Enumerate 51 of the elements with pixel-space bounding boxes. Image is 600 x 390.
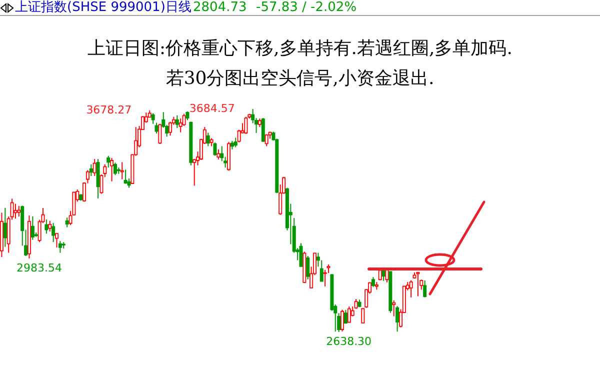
candlestick bbox=[396, 306, 400, 332]
chart-title: 上证指数(SHSE 999001)日线 bbox=[15, 0, 192, 15]
candlestick bbox=[178, 118, 182, 133]
candlestick bbox=[55, 233, 59, 248]
candlestick bbox=[316, 252, 320, 268]
candlestick bbox=[89, 164, 93, 177]
candlestick bbox=[306, 255, 310, 280]
candlestick bbox=[409, 280, 413, 298]
annotation: 3684.57 bbox=[189, 102, 235, 116]
candlestick bbox=[168, 121, 172, 136]
candlestick bbox=[320, 260, 324, 282]
candlestick bbox=[124, 169, 128, 184]
text: -57.83 / -2.02% bbox=[256, 0, 357, 15]
text: 上证日图:价格重心下移,多单持有.若遇红圈,多单加码. bbox=[86, 37, 514, 60]
candlestick bbox=[392, 300, 396, 317]
candlestick bbox=[65, 217, 69, 228]
text: 2638.30 bbox=[326, 334, 372, 348]
candlestick bbox=[416, 272, 420, 297]
candlestick bbox=[3, 207, 7, 248]
candlestick bbox=[216, 148, 220, 160]
candlestick bbox=[151, 112, 155, 124]
candlestick bbox=[58, 240, 62, 254]
candlestick bbox=[110, 157, 114, 182]
candlestick bbox=[106, 155, 110, 168]
text: 2804.73 bbox=[193, 0, 247, 15]
candlestick bbox=[213, 142, 217, 156]
candlestick bbox=[52, 222, 56, 243]
candlestick bbox=[244, 116, 248, 134]
annotation: 3678.27 bbox=[86, 103, 132, 116]
candlestick bbox=[175, 114, 179, 129]
candlestick bbox=[234, 137, 238, 148]
candlestick bbox=[261, 118, 265, 142]
text: 若30分图出空头信号,小资金退出. bbox=[164, 67, 436, 90]
candlestick bbox=[371, 276, 375, 288]
candlestick bbox=[361, 308, 365, 324]
candlestick bbox=[158, 123, 162, 145]
candlestick bbox=[127, 178, 131, 188]
candlestick bbox=[347, 306, 351, 323]
candlestick bbox=[299, 242, 303, 268]
candlestick bbox=[14, 203, 18, 220]
candlestick bbox=[340, 309, 344, 332]
candlestick bbox=[44, 219, 48, 234]
candlestick bbox=[48, 220, 52, 232]
candlestick bbox=[344, 309, 348, 324]
candlestick bbox=[92, 158, 96, 177]
candlestick bbox=[206, 132, 210, 147]
candlestick bbox=[30, 216, 34, 240]
candlestick bbox=[423, 280, 427, 298]
candlestick bbox=[17, 205, 21, 218]
candlestick bbox=[113, 162, 117, 176]
annotation: 2983.54 bbox=[16, 261, 62, 274]
